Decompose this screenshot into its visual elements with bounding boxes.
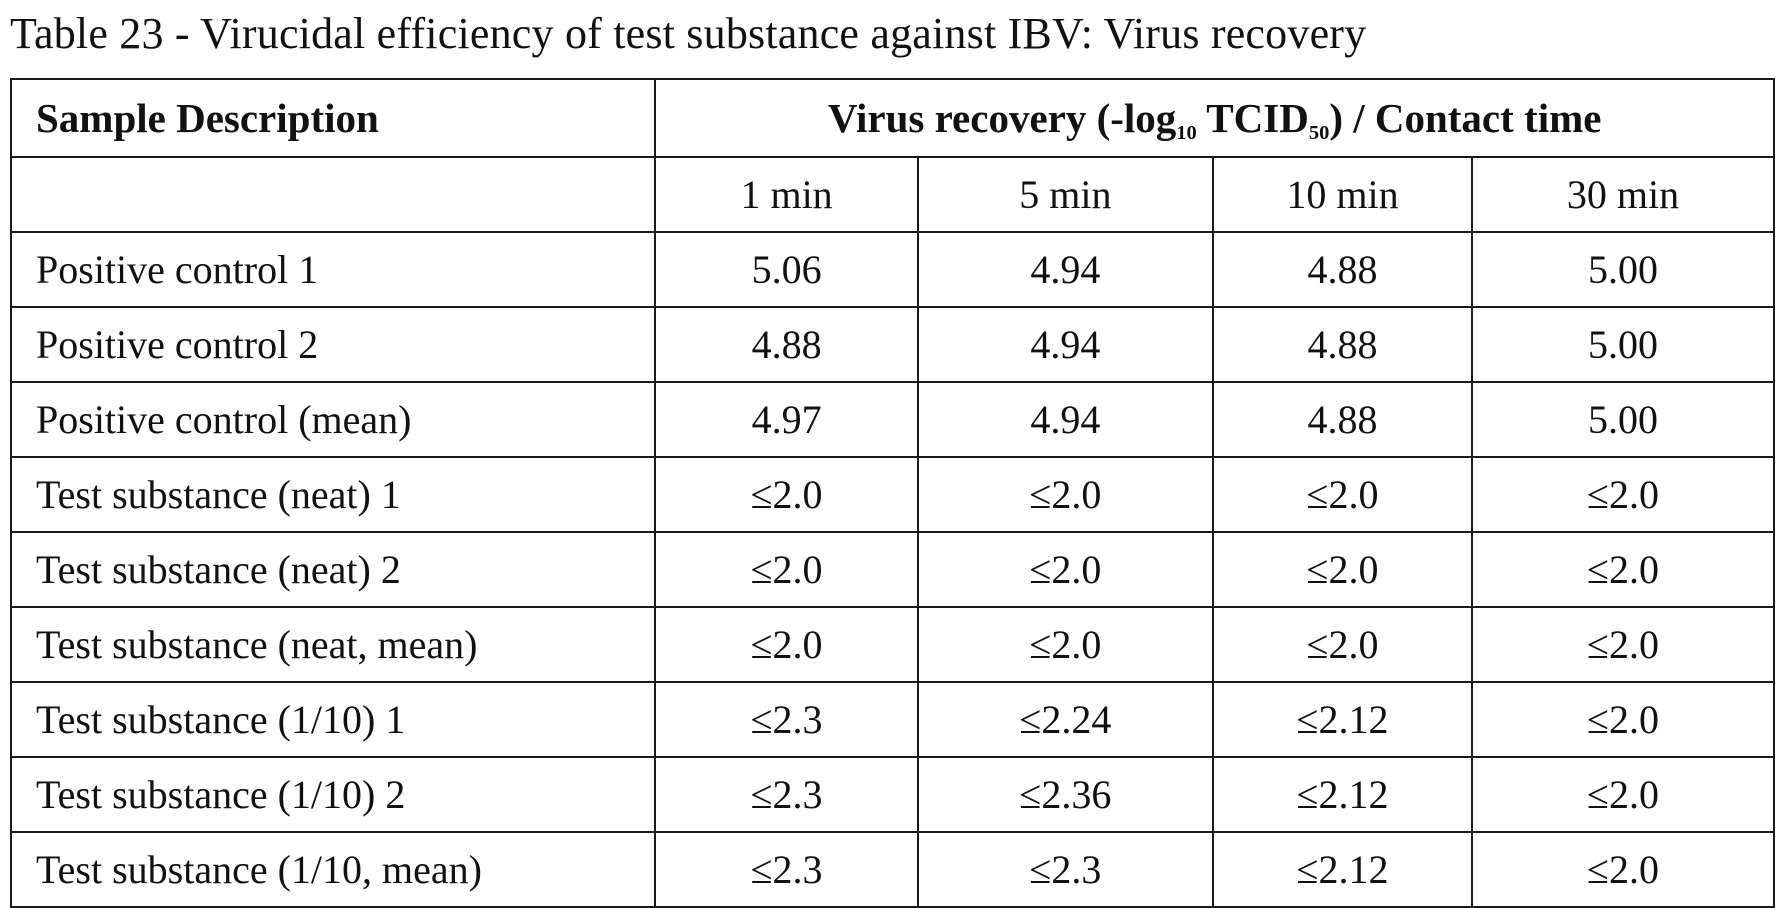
- table-row: Positive control (mean) 4.97 4.94 4.88 5…: [9, 381, 1775, 458]
- table-cell: 4.97: [654, 381, 919, 458]
- table-cell: ≤2.12: [1211, 681, 1474, 758]
- row-label: Positive control 2: [9, 306, 657, 383]
- row-label: Test substance (1/10, mean): [9, 831, 657, 908]
- table-cell: ≤2.3: [654, 831, 919, 908]
- virus-recovery-header-sub-50: 50: [1308, 122, 1330, 145]
- table-cell: 4.88: [654, 306, 919, 383]
- table-row: Test substance (1/10, mean) ≤2.3 ≤2.3 ≤2…: [9, 831, 1775, 908]
- header-row: Sample Description Virus recovery (-log1…: [9, 78, 1775, 158]
- table-cell: 4.88: [1211, 306, 1474, 383]
- table-row: Positive control 2 4.88 4.94 4.88 5.00: [9, 306, 1775, 383]
- contact-time-5min: 5 min: [916, 156, 1214, 233]
- row-label: Test substance (neat, mean): [9, 606, 657, 683]
- row-label: Test substance (1/10) 2: [9, 756, 657, 833]
- table-cell: 4.88: [1211, 231, 1474, 308]
- table-cell: ≤2.12: [1211, 831, 1474, 908]
- table-cell: 4.94: [916, 231, 1214, 308]
- virus-recovery-header-sub-10: 10: [1176, 122, 1197, 145]
- table-cell: ≤2.0: [1211, 531, 1474, 608]
- table-cell: ≤2.0: [1211, 606, 1474, 683]
- table-cell: ≤2.12: [1211, 756, 1474, 833]
- table-cell: 5.00: [1471, 306, 1775, 383]
- table-cell: 4.88: [1211, 381, 1474, 458]
- table-row: Test substance (1/10) 1 ≤2.3 ≤2.24 ≤2.12…: [9, 681, 1775, 758]
- contact-time-empty-cell: [9, 156, 657, 233]
- virus-recovery-header-suffix: ) / Contact time: [1329, 95, 1602, 141]
- table-cell: ≤2.0: [1471, 456, 1775, 533]
- row-label: Test substance (neat) 2: [9, 531, 657, 608]
- table-cell: ≤2.0: [1471, 831, 1775, 908]
- table-cell: ≤2.0: [654, 531, 919, 608]
- table-cell: 4.94: [916, 381, 1214, 458]
- contact-time-30min: 30 min: [1471, 156, 1775, 233]
- table-cell: ≤2.24: [916, 681, 1214, 758]
- row-label: Test substance (neat) 1: [9, 456, 657, 533]
- table-row: Test substance (neat) 1 ≤2.0 ≤2.0 ≤2.0 ≤…: [9, 456, 1775, 533]
- table-cell: ≤2.0: [654, 456, 919, 533]
- contact-time-row: 1 min 5 min 10 min 30 min: [9, 156, 1775, 233]
- table-cell: 4.94: [916, 306, 1214, 383]
- table-cell: ≤2.0: [1211, 456, 1474, 533]
- table-cell: ≤2.0: [1471, 756, 1775, 833]
- virus-recovery-table: Sample Description Virus recovery (-log1…: [9, 78, 1775, 908]
- table-cell: ≤2.0: [654, 606, 919, 683]
- contact-time-10min: 10 min: [1211, 156, 1474, 233]
- table-cell: ≤2.3: [916, 831, 1214, 908]
- row-label: Positive control (mean): [9, 381, 657, 458]
- table-cell: ≤2.0: [916, 456, 1214, 533]
- table-row: Positive control 1 5.06 4.94 4.88 5.00: [9, 231, 1775, 308]
- contact-time-1min: 1 min: [654, 156, 919, 233]
- table-cell: ≤2.3: [654, 681, 919, 758]
- table-cell: 5.00: [1471, 231, 1775, 308]
- table-cell: ≤2.0: [916, 531, 1214, 608]
- table-cell: ≤2.0: [1471, 606, 1775, 683]
- table-cell: ≤2.0: [1471, 681, 1775, 758]
- row-label: Test substance (1/10) 1: [9, 681, 657, 758]
- table-row: Test substance (neat, mean) ≤2.0 ≤2.0 ≤2…: [9, 606, 1775, 683]
- table-cell: 5.00: [1471, 381, 1775, 458]
- table-cell: 5.06: [654, 231, 919, 308]
- table-row: Test substance (1/10) 2 ≤2.3 ≤2.36 ≤2.12…: [9, 756, 1775, 833]
- table-row: Test substance (neat) 2 ≤2.0 ≤2.0 ≤2.0 ≤…: [9, 531, 1775, 608]
- table-cell: ≤2.36: [916, 756, 1214, 833]
- virus-recovery-header-mid: TCID: [1196, 95, 1309, 141]
- row-label: Positive control 1: [9, 231, 657, 308]
- sample-description-header: Sample Description: [9, 78, 657, 158]
- virus-recovery-header-prefix: Virus recovery (-log: [827, 95, 1177, 141]
- virus-recovery-header: Virus recovery (-log10 TCID50) / Contact…: [654, 78, 1775, 158]
- table-cell: ≤2.0: [1471, 531, 1775, 608]
- table-cell: ≤2.0: [916, 606, 1214, 683]
- table-cell: ≤2.3: [654, 756, 919, 833]
- table-caption: Table 23 - Virucidal efficiency of test …: [10, 9, 1367, 58]
